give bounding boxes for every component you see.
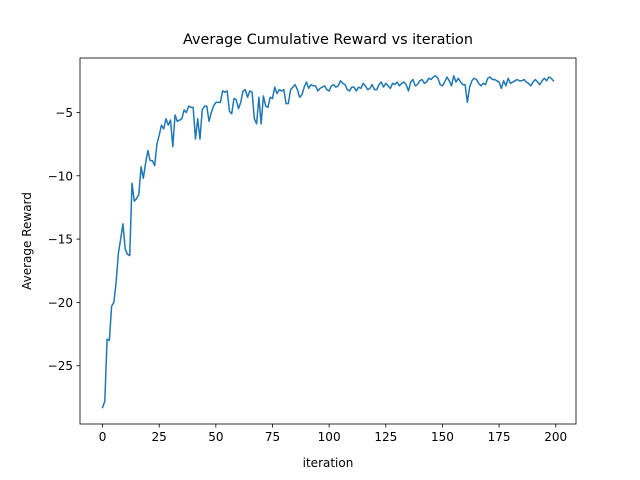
- y-tick-label: −25: [48, 359, 73, 373]
- x-tick-label: 125: [374, 430, 397, 444]
- y-tick-label: −20: [48, 296, 73, 310]
- x-tick-label: 50: [208, 430, 223, 444]
- y-tick-label: −10: [48, 169, 73, 183]
- x-tick-label: 25: [152, 430, 167, 444]
- x-tick-label: 0: [99, 430, 107, 444]
- y-tick-label: −15: [48, 233, 73, 247]
- data-line: [101, 74, 555, 409]
- x-tick-label: 150: [431, 430, 454, 444]
- y-axis-label: Average Reward: [20, 192, 34, 290]
- x-axis-label: iteration: [303, 456, 354, 470]
- x-tick-label: 200: [544, 430, 567, 444]
- y-tick-label: −5: [55, 106, 73, 120]
- x-tick-label: 75: [265, 430, 280, 444]
- chart-title: Average Cumulative Reward vs iteration: [183, 32, 473, 48]
- plot-frame: [79, 57, 577, 425]
- x-tick-label: 175: [488, 430, 511, 444]
- x-tick-label: 100: [318, 430, 341, 444]
